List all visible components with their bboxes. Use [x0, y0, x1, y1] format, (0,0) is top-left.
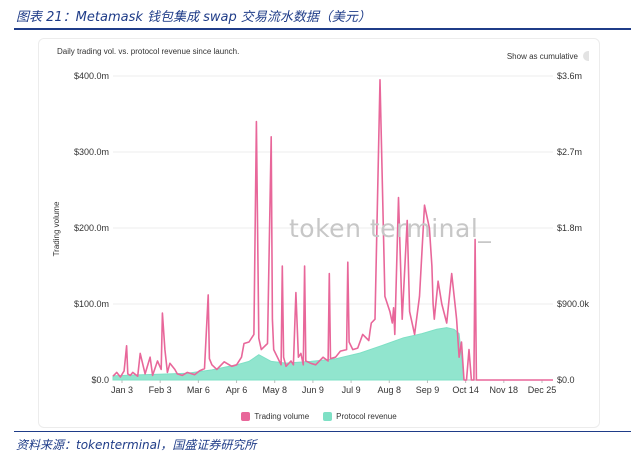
- x-tick-label: Mar 6: [187, 385, 210, 395]
- watermark: token terminal_: [289, 214, 492, 243]
- top-rule: [14, 28, 631, 30]
- toggle-switch-icon[interactable]: [583, 51, 589, 61]
- left-tick-label: $400.0m: [74, 71, 109, 81]
- legend-item-protocol-revenue[interactable]: Protocol revenue: [323, 412, 397, 421]
- show-cumulative-label: Show as cumulative: [506, 51, 578, 61]
- right-tick-label: $1.8m: [557, 223, 582, 233]
- right-axis-ticks: $0.0 $900.0k $1.8m $2.7m $3.6m: [557, 71, 590, 385]
- y-axis-label: Trading volume: [52, 201, 61, 256]
- left-tick-label: $200.0m: [74, 223, 109, 233]
- x-tick-label: Aug 8: [378, 385, 402, 395]
- right-tick-label: $2.7m: [557, 147, 582, 157]
- chart-subtitle: Daily trading vol. vs. protocol revenue …: [57, 47, 240, 56]
- right-tick-label: $900.0k: [557, 299, 590, 309]
- trading-volume-line: [112, 79, 553, 381]
- protocol-revenue-swatch: [323, 412, 333, 421]
- x-tick-label: Jul 9: [342, 385, 361, 395]
- legend-label-protocol-revenue: Protocol revenue: [336, 412, 397, 421]
- chart-card: Daily trading vol. vs. protocol revenue …: [38, 38, 600, 428]
- x-tick-label: Apr 6: [226, 385, 248, 395]
- report-source: 资料来源：tokenterminal，国盛证券研究所: [16, 438, 257, 452]
- x-tick-label: Jan 3: [111, 385, 133, 395]
- x-tick-label: Nov 18: [490, 385, 519, 395]
- x-tick-label: Oct 14: [452, 385, 479, 395]
- bottom-rule: [14, 431, 631, 432]
- right-tick-label: $0.0: [557, 375, 575, 385]
- left-tick-label: $0.0: [91, 375, 109, 385]
- x-tick-label: Feb 3: [149, 385, 172, 395]
- legend-item-trading-volume[interactable]: Trading volume: [241, 412, 309, 421]
- left-tick-label: $100.0m: [74, 299, 109, 309]
- chart-svg: $0.0 $100.0m $200.0m $300.0m $400.0m $0.0 $90…: [52, 71, 590, 395]
- right-tick-label: $3.6m: [557, 71, 582, 81]
- protocol-revenue-area: [112, 327, 465, 381]
- x-tick-label: May 8: [262, 385, 287, 395]
- trading-volume-swatch: [241, 412, 251, 421]
- chart-legend: Trading volume Protocol revenue: [39, 412, 599, 421]
- left-axis-ticks: $0.0 $100.0m $200.0m $300.0m $400.0m: [74, 71, 109, 385]
- x-tick-label: Sep 9: [416, 385, 440, 395]
- report-title: 图表 21：Metamask 钱包集成 swap 交易流水数据（美元）: [16, 10, 371, 25]
- left-tick-label: $300.0m: [74, 147, 109, 157]
- show-cumulative-toggle[interactable]: Show as cumulative: [507, 51, 589, 61]
- x-tick-label: Jun 9: [302, 385, 324, 395]
- x-axis-ticks: Jan 3 Feb 3 Mar 6 Apr 6 May 8 Jun 9 Jul 9 Aug 8…: [111, 380, 556, 395]
- legend-label-trading-volume: Trading volume: [254, 412, 310, 421]
- x-tick-label: Dec 25: [528, 385, 557, 395]
